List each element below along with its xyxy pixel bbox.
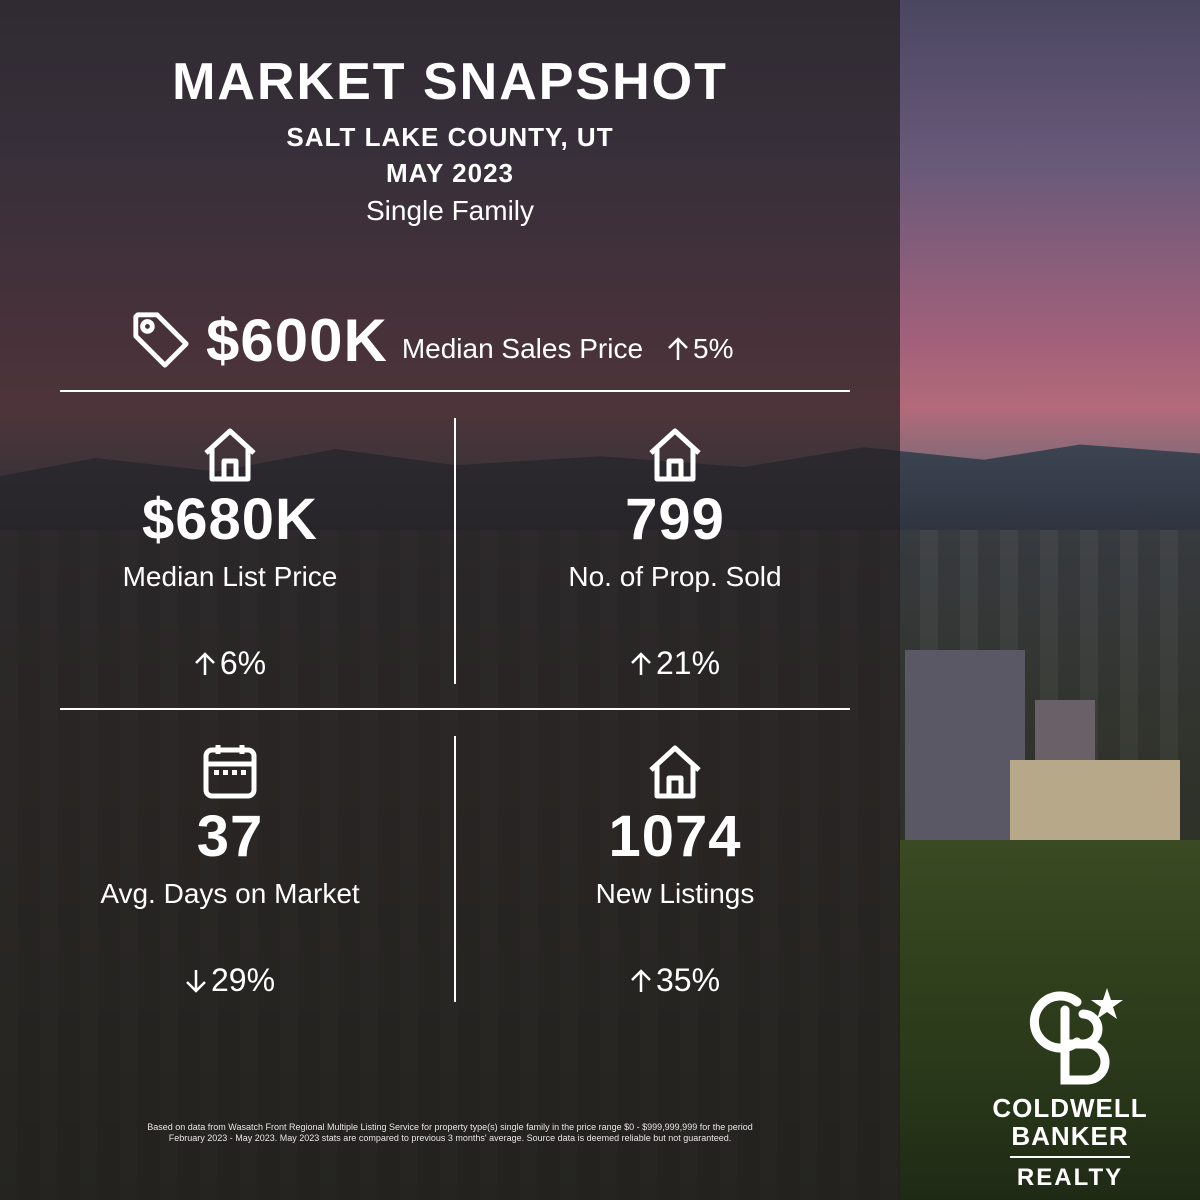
- brand-line-1: COLDWELL: [992, 1093, 1148, 1123]
- arrow-up-icon: [194, 651, 215, 675]
- stat-value: $680K: [142, 487, 318, 552]
- brand-logo: COLDWELL BANKER REALTY: [960, 980, 1180, 1192]
- stat-change: 29%: [20, 962, 440, 999]
- background-trees: [900, 840, 1200, 1200]
- headline-change: 5%: [667, 333, 734, 365]
- stat-change-value: 6%: [219, 645, 267, 681]
- arrow-up-icon: [631, 968, 651, 992]
- stat-change-value: 35%: [655, 962, 721, 998]
- brand-line-2: BANKER: [1011, 1121, 1129, 1151]
- stat-change-value: 21%: [655, 645, 721, 681]
- house-icon: [649, 745, 701, 799]
- stat-median-list-price: $680K Median List Price 6%: [20, 425, 440, 695]
- price-tag-icon: [133, 312, 189, 368]
- stat-change: 6%: [20, 645, 440, 682]
- headline-label: Median Sales Price: [401, 333, 644, 364]
- house-icon: [649, 428, 701, 482]
- background-building: [905, 650, 1025, 840]
- divider: [454, 736, 456, 1002]
- arrow-down-icon: [186, 969, 206, 993]
- stat-props-sold: 799 No. of Prop. Sold 21%: [465, 425, 885, 695]
- headline-change-value: 5%: [693, 333, 734, 364]
- calendar-icon: [203, 745, 257, 799]
- property-type-label: Single Family: [365, 195, 535, 226]
- stat-label: Median List Price: [122, 561, 338, 592]
- headline-stat: $600K Median Sales Price 5%: [130, 305, 734, 375]
- house-icon: [204, 428, 256, 482]
- background-temple: [1010, 760, 1180, 850]
- arrow-up-icon: [631, 651, 651, 675]
- stat-new-listings: 1074 New Listings 35%: [465, 742, 885, 1012]
- stat-value: 37: [196, 804, 264, 869]
- page-title: MARKET SNAPSHOT: [172, 53, 728, 111]
- stat-change: 35%: [465, 962, 885, 999]
- brand-line-3: REALTY: [1016, 1164, 1124, 1191]
- location-label: SALT LAKE COUNTY, UT: [286, 122, 614, 152]
- divider: [60, 708, 850, 710]
- stat-change: 21%: [465, 645, 885, 682]
- stat-label: New Listings: [595, 878, 755, 909]
- divider: [60, 390, 850, 392]
- stat-value: 799: [625, 487, 725, 552]
- stat-change-value: 29%: [210, 962, 276, 998]
- arrow-up-icon: [668, 337, 688, 360]
- headline-value: $600K: [206, 306, 388, 374]
- brand-divider: [1010, 1156, 1130, 1158]
- disclaimer-text: Based on data from Wasatch Front Regiona…: [147, 1122, 753, 1143]
- content-panel: [0, 0, 900, 1200]
- divider: [454, 418, 456, 684]
- coldwell-banker-logo-icon: [1029, 988, 1123, 1085]
- stat-label: Avg. Days on Market: [100, 878, 360, 909]
- period-label: MAY 2023: [386, 158, 514, 188]
- stat-value: 1074: [608, 804, 742, 869]
- stat-days-on-market: 37 Avg. Days on Market 29%: [20, 742, 440, 1012]
- stat-label: No. of Prop. Sold: [568, 561, 782, 592]
